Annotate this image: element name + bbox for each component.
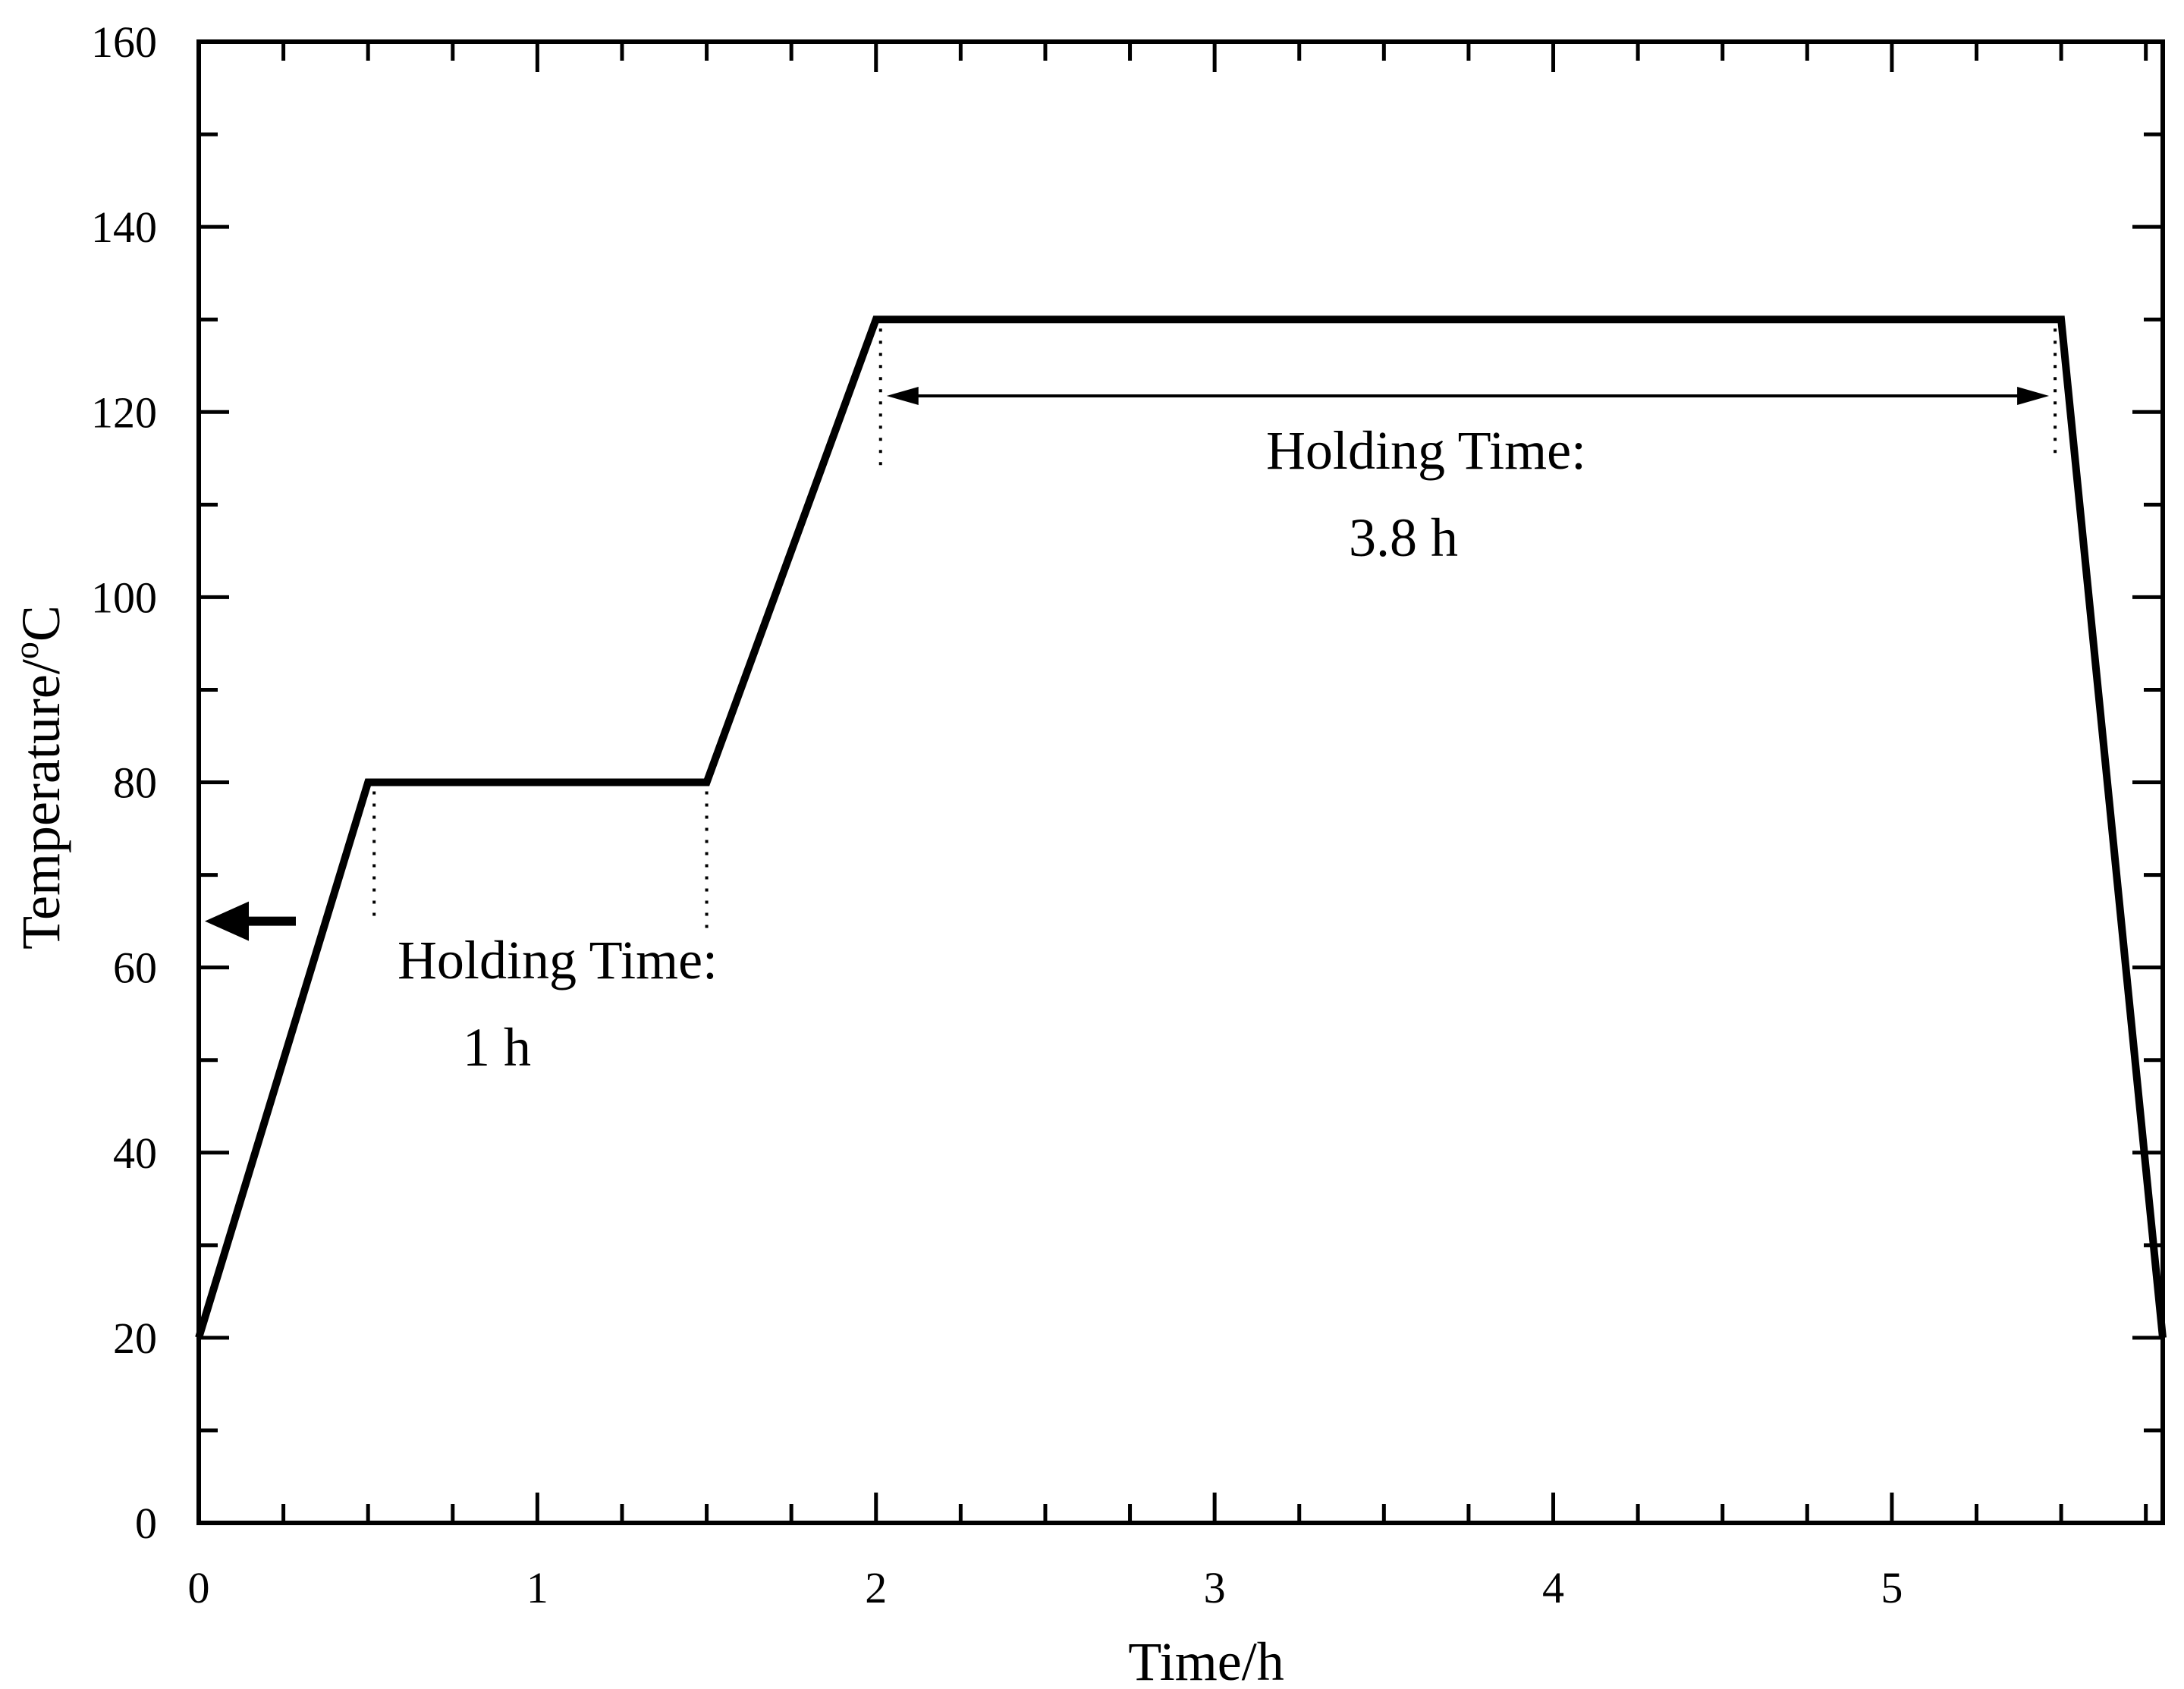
data-point (875, 319, 877, 320)
data-point (198, 1337, 200, 1339)
hold2-arrow-head-left (886, 387, 919, 405)
y-axis-title-unit: C (11, 605, 71, 642)
y-tick-label: 40 (113, 1129, 157, 1178)
y-axis-ticks (199, 39, 2163, 1525)
y-tick-label: 140 (91, 202, 157, 252)
annotation-group: Holding Time: 1 h Holding Time: 3.8 h (205, 328, 2057, 1078)
y-tick-label: 60 (113, 943, 157, 993)
x-axis-ticks (196, 42, 2148, 1523)
y-tick-label: 80 (113, 758, 157, 808)
x-axis-title: Time/h (1128, 1631, 1284, 1689)
data-point (367, 782, 369, 783)
axis-pointer-arrow-head (205, 901, 249, 941)
y-tick-label: 120 (91, 388, 157, 437)
y-tick-label: 100 (91, 573, 157, 622)
hold2-arrow-head-right (2017, 387, 2050, 405)
hold2-duration: 3.8 h (1349, 507, 1458, 568)
x-tick-label: 2 (865, 1563, 887, 1612)
series-line (195, 316, 2167, 1339)
x-tick-label: 3 (1204, 1563, 1226, 1612)
y-tick-label: 20 (113, 1314, 157, 1363)
hold1-label: Holding Time: (398, 930, 718, 990)
x-tick-label: 0 (188, 1563, 210, 1612)
data-point (2162, 1337, 2164, 1339)
hold2-label: Holding Time: (1266, 420, 1586, 481)
x-tick-label: 1 (526, 1563, 548, 1612)
hold1-duration: 1 h (463, 1017, 531, 1078)
y-axis-title: Temperature/oC (7, 605, 71, 950)
x-tick-label: 5 (1881, 1563, 1903, 1612)
y-axis-title-main: Temperature/ (11, 659, 71, 950)
data-point (2060, 319, 2062, 320)
y-tick-label: 160 (91, 17, 157, 67)
y-axis-title-degree: o (7, 642, 46, 659)
x-tick-label: 4 (1542, 1563, 1564, 1612)
data-point (706, 782, 708, 783)
y-axis-tick-labels: 0 20 40 60 80 100 120 140 160 (91, 17, 157, 1548)
y-tick-label: 0 (135, 1499, 157, 1548)
series-group (195, 316, 2167, 1339)
y-axis-title-group: Temperature/oC (7, 605, 71, 950)
x-axis-tick-labels: 0 1 2 3 4 5 (188, 1563, 1903, 1612)
